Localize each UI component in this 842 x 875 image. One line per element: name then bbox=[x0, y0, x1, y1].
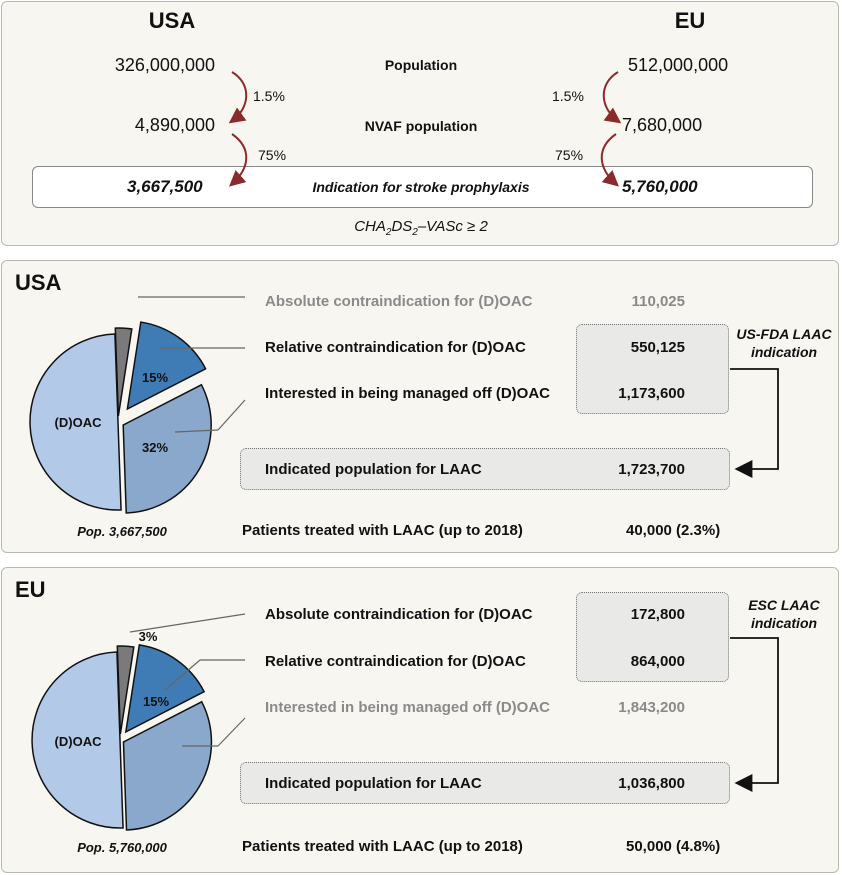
usa-arrow-2 bbox=[229, 133, 248, 187]
usa-row-interested-label: Interested in being managed off (D)OAC bbox=[265, 385, 551, 402]
usa-slice-relative bbox=[126, 321, 207, 411]
eu-pop-label: Pop. 5,760,000 bbox=[77, 840, 167, 855]
usa-row-relative-value: 550,125 bbox=[630, 339, 685, 356]
score-ds: DS bbox=[391, 218, 413, 235]
score-rest: –VASc ≥ 2 bbox=[417, 218, 488, 235]
usa-row-relative-label: Relative contraindication for (D)OAC bbox=[265, 339, 526, 356]
eu-pct-2: 75% bbox=[555, 147, 584, 163]
usa-row-interested-value: 1,173,600 bbox=[618, 385, 685, 402]
usa-pop-label: Pop. 3,667,500 bbox=[77, 524, 167, 539]
usa-indication-value: 3,667,500 bbox=[127, 177, 203, 196]
eu-row-interested-label: Interested in being managed off (D)OAC bbox=[265, 699, 551, 716]
eu-row-absolute-value: 172,800 bbox=[630, 606, 685, 623]
usa-nvaf-value: 4,890,000 bbox=[134, 115, 215, 135]
usa-population-value: 326,000,000 bbox=[114, 55, 215, 75]
score-cha: CHA bbox=[354, 218, 386, 235]
eu-arrow-1 bbox=[602, 71, 622, 124]
eu-side-label-2: indication bbox=[750, 615, 818, 631]
usa-treated-label: Patients treated with LAAC (up to 2018) bbox=[242, 522, 523, 539]
top-usa-title: USA bbox=[148, 8, 196, 33]
eu-row-relative-value: 864,000 bbox=[630, 653, 685, 670]
usa-row-absolute-label: Absolute contraindication for (D)OAC bbox=[265, 293, 533, 310]
eu-slice-doac bbox=[31, 651, 124, 829]
eu-row-relative-label: Relative contraindication for (D)OAC bbox=[265, 653, 526, 670]
eu-nvaf-value: 7,680,000 bbox=[622, 115, 703, 135]
usa-indicated-value: 1,723,700 bbox=[618, 461, 685, 478]
eu-row-interested-value: 1,843,200 bbox=[618, 699, 685, 716]
eu-slice-label-relative: 15% bbox=[143, 694, 169, 709]
eu-slice-label-doac: (D)OAC bbox=[55, 734, 103, 749]
score-sub-1: 2 bbox=[385, 227, 392, 238]
usa-pct-1: 1.5% bbox=[253, 88, 285, 104]
eu-slice-interested bbox=[122, 700, 213, 831]
usa-slice-interested bbox=[122, 383, 212, 514]
top-arrows bbox=[228, 71, 622, 187]
eu-slice-relative bbox=[124, 644, 206, 734]
usa-treated-value: 40,000 (2.3%) bbox=[626, 522, 721, 539]
eu-indicated-box bbox=[240, 762, 730, 804]
eu-indication-value: 5,760,000 bbox=[622, 177, 698, 196]
eu-treated-label: Patients treated with LAAC (up to 2018) bbox=[242, 838, 523, 855]
usa-slice-absolute bbox=[114, 327, 133, 417]
usa-indicated-label: Indicated population for LAAC bbox=[265, 461, 482, 478]
usa-indicated-box bbox=[240, 448, 730, 490]
eu-population-value: 512,000,000 bbox=[628, 55, 729, 75]
top-eu-title: EU bbox=[674, 8, 706, 33]
eu-section-title: EU bbox=[15, 577, 46, 602]
usa-slice-label-relative: 15% bbox=[142, 370, 168, 385]
eu-slice-absolute bbox=[116, 645, 135, 735]
indication-box bbox=[32, 166, 813, 208]
usa-slice-label-interested: 32% bbox=[142, 440, 168, 455]
usa-arrow-1 bbox=[228, 71, 248, 124]
usa-pct-2: 75% bbox=[258, 147, 287, 163]
nvaf-label: NVAF population bbox=[364, 118, 478, 134]
eu-side-label-1: ESC LAAC bbox=[748, 597, 820, 613]
eu-indicated-value: 1,036,800 bbox=[618, 775, 685, 792]
usa-laac-indication-box bbox=[576, 324, 729, 414]
eu-arrow-2 bbox=[600, 133, 619, 187]
usa-slice-doac bbox=[29, 333, 122, 511]
eu-slice-label-absolute: 3% bbox=[139, 629, 158, 644]
eu-laac-indication-box bbox=[576, 592, 729, 682]
population-label: Population bbox=[384, 57, 458, 73]
eu-row-absolute-label: Absolute contraindication for (D)OAC bbox=[265, 606, 533, 623]
eu-treated-value: 50,000 (4.8%) bbox=[626, 838, 721, 855]
usa-section-title: USA bbox=[15, 270, 62, 295]
usa-slice-label-doac: (D)OAC bbox=[55, 415, 103, 430]
eu-pct-1: 1.5% bbox=[552, 88, 584, 104]
usa-row-absolute-value: 110,025 bbox=[631, 293, 685, 310]
score-sub-2: 2 bbox=[412, 227, 418, 238]
cha2ds2-vasc-criterion: CHA2DS2–VASc ≥ 2 bbox=[354, 218, 488, 238]
eu-indicated-label: Indicated population for LAAC bbox=[265, 775, 482, 792]
usa-side-label-2: indication bbox=[750, 344, 818, 360]
indication-label: Indication for stroke prophylaxis bbox=[312, 179, 530, 195]
usa-side-label-1: US-FDA LAAC bbox=[736, 326, 832, 342]
